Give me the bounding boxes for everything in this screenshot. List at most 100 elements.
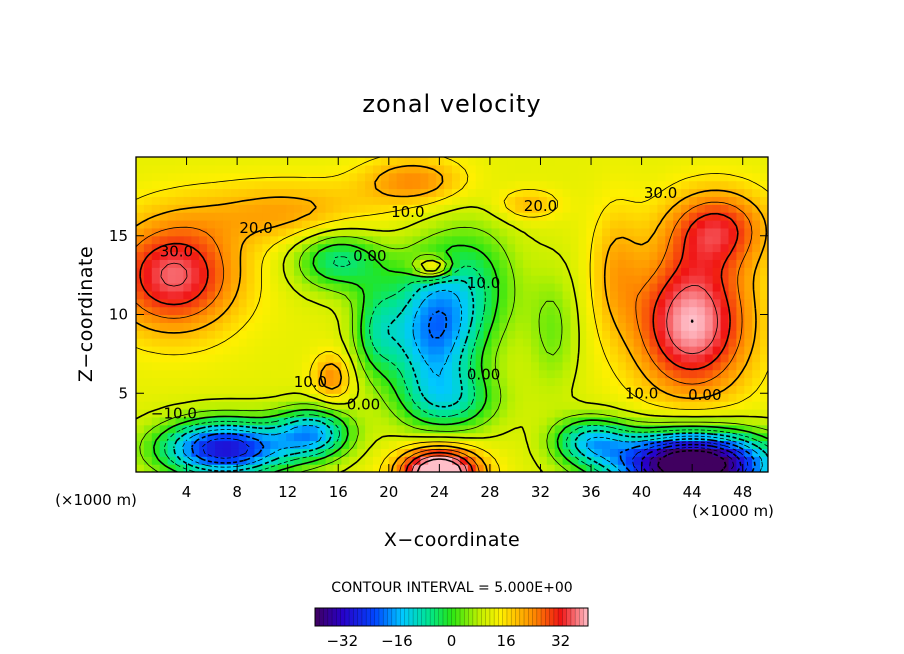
heatmap-cell — [554, 401, 564, 410]
heatmap-cell — [238, 464, 248, 472]
heatmap-cell — [625, 251, 635, 260]
heatmap-cell — [317, 180, 327, 190]
heatmap-cell — [452, 172, 461, 182]
heatmap-cell — [199, 196, 208, 205]
heatmap-cell — [222, 157, 232, 166]
heatmap-cell — [586, 212, 595, 221]
heatmap-cell — [610, 409, 619, 418]
heatmap-cell — [531, 432, 540, 442]
heatmap-cell — [673, 243, 682, 253]
heatmap-cell — [594, 416, 603, 426]
heatmap-cell — [538, 267, 548, 276]
heatmap-cell — [736, 416, 745, 426]
heatmap-cell — [459, 314, 469, 323]
heatmap-cell — [665, 164, 674, 174]
heatmap-cell — [341, 220, 350, 229]
heatmap-cell — [301, 188, 311, 197]
heatmap-cell — [617, 235, 627, 245]
heatmap-cell — [183, 369, 192, 379]
heatmap-cell — [696, 243, 706, 253]
heatmap-cell — [207, 353, 216, 363]
heatmap-cell — [230, 180, 240, 190]
heatmap-cell — [175, 157, 184, 166]
heatmap-cell — [452, 464, 461, 472]
heatmap-cell — [578, 393, 587, 402]
heatmap-cell — [657, 164, 666, 174]
colorbar-swatch — [515, 608, 521, 626]
heatmap-cell — [712, 180, 722, 190]
heatmap-cell — [278, 275, 287, 284]
heatmap-cell — [167, 314, 177, 323]
heatmap-cell — [736, 180, 745, 190]
heatmap-cell — [246, 227, 256, 237]
heatmap-cell — [736, 157, 745, 166]
heatmap-cell — [625, 330, 635, 339]
heatmap-cell — [665, 314, 674, 323]
heatmap-cell — [633, 188, 643, 197]
heatmap-cell — [294, 393, 303, 402]
heatmap-cell — [365, 251, 374, 260]
heatmap-cell — [586, 227, 595, 237]
heatmap-cell — [412, 267, 421, 276]
heatmap-cell — [531, 227, 540, 237]
heatmap-cell — [167, 464, 177, 472]
heatmap-cell — [167, 393, 177, 402]
heatmap-cell — [728, 322, 737, 331]
heatmap-cell — [594, 227, 603, 237]
heatmap-cell — [404, 456, 414, 465]
heatmap-cell — [570, 227, 579, 237]
heatmap-cell — [191, 377, 200, 386]
heatmap-cell — [136, 180, 145, 190]
heatmap-cell — [175, 314, 184, 323]
heatmap-cell — [554, 448, 564, 457]
heatmap-cell — [459, 235, 469, 245]
heatmap-cell — [238, 424, 248, 434]
heatmap-cell — [720, 251, 730, 260]
heatmap-cell — [657, 393, 666, 402]
heatmap-cell — [175, 338, 184, 347]
heatmap-cell — [712, 251, 722, 260]
heatmap-cell — [499, 212, 508, 221]
heatmap-cell — [752, 377, 761, 386]
heatmap-cell — [222, 346, 232, 355]
heatmap-cell — [633, 180, 643, 190]
heatmap-cell — [404, 235, 414, 245]
heatmap-cell — [159, 424, 169, 434]
heatmap-cell — [562, 275, 572, 284]
heatmap-cell — [649, 251, 658, 260]
heatmap-cell — [610, 456, 619, 465]
heatmap-cell — [175, 227, 184, 237]
heatmap-cell — [531, 243, 540, 253]
heatmap-cell — [531, 290, 540, 300]
heatmap-cell — [515, 385, 524, 394]
heatmap-cell — [444, 259, 453, 268]
heatmap-cell — [578, 464, 587, 472]
heatmap-cell — [760, 275, 768, 284]
heatmap-cell — [459, 330, 469, 339]
heatmap-cell — [689, 172, 698, 182]
heatmap-cell — [546, 180, 556, 190]
heatmap-cell — [507, 172, 516, 182]
heatmap-cell — [317, 188, 327, 197]
heatmap-cell — [681, 283, 690, 292]
heatmap-cell — [649, 220, 658, 229]
heatmap-cell — [649, 212, 658, 221]
heatmap-cell — [483, 393, 493, 402]
heatmap-cell — [404, 322, 414, 331]
heatmap-cell — [325, 283, 335, 292]
heatmap-cell — [594, 432, 603, 442]
heatmap-cell — [270, 188, 279, 197]
heatmap-cell — [159, 306, 169, 316]
heatmap-cell — [325, 227, 335, 237]
heatmap-cell — [712, 283, 722, 292]
heatmap-cell — [254, 172, 263, 182]
heatmap-cell — [720, 243, 730, 253]
heatmap-cell — [230, 204, 240, 213]
heatmap-cell — [404, 314, 414, 323]
heatmap-cell — [151, 440, 161, 449]
heatmap-cell — [215, 180, 224, 190]
heatmap-cell — [207, 409, 216, 418]
heatmap-cell — [507, 432, 516, 442]
heatmap-cell — [507, 401, 516, 410]
heatmap-cell — [199, 227, 208, 237]
